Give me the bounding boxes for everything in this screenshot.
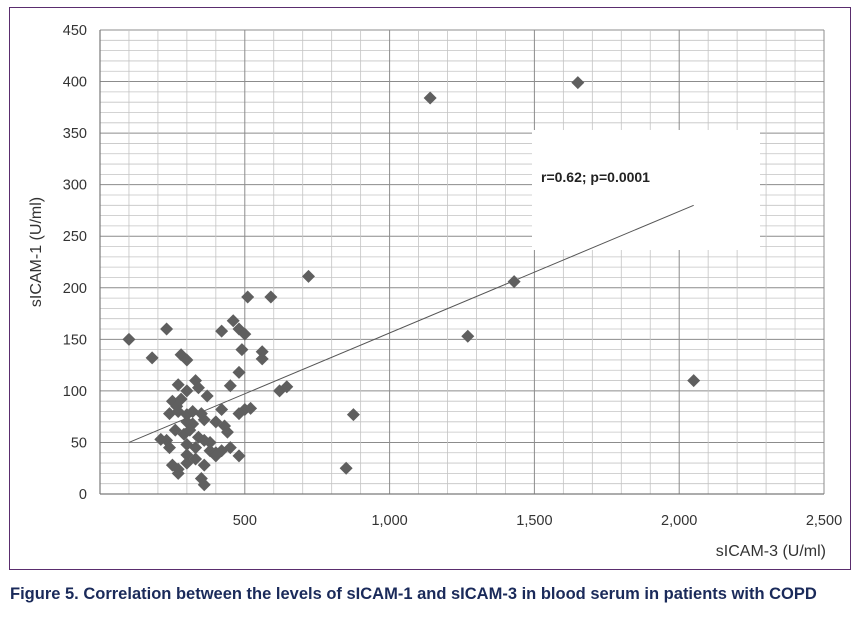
data-point xyxy=(215,402,229,416)
data-point xyxy=(244,401,258,415)
y-tick-label: 400 xyxy=(63,75,87,91)
data-point xyxy=(122,332,136,346)
data-point xyxy=(220,425,234,439)
figure-caption: Figure 5. Correlation between the levels… xyxy=(10,585,817,603)
x-tick-labels: 500 1,000 1,500 2,000 2,500 xyxy=(233,513,842,529)
data-point xyxy=(461,329,475,343)
data-point xyxy=(200,389,214,403)
grid xyxy=(99,29,825,495)
axes xyxy=(99,30,824,495)
data-point xyxy=(232,449,246,463)
scatter-chart: 0 50 100 150 200 250 300 350 400 450 500 1,000 1,50… xyxy=(28,23,842,560)
data-point xyxy=(180,353,194,367)
data-point xyxy=(203,435,217,449)
data-point xyxy=(255,352,269,366)
data-point xyxy=(160,322,174,336)
annotation-background xyxy=(532,130,760,250)
data-point xyxy=(255,345,269,359)
y-tick-labels: 0 50 100 150 200 250 300 350 400 450 xyxy=(63,23,87,503)
data-point xyxy=(180,384,194,398)
y-tick-label: 350 xyxy=(63,126,87,142)
data-point xyxy=(238,327,252,341)
data-point xyxy=(197,413,211,427)
data-point xyxy=(180,456,194,470)
x-tick-label: 1,000 xyxy=(371,513,407,529)
data-points xyxy=(122,76,701,492)
data-point xyxy=(223,441,237,455)
x-tick-label: 2,000 xyxy=(661,513,697,529)
data-point xyxy=(197,478,211,492)
trend-line xyxy=(128,204,694,443)
data-point xyxy=(215,324,229,338)
x-axis-label: sICAM-3 (U/ml) xyxy=(716,543,826,560)
y-tick-label: 300 xyxy=(63,178,87,194)
data-point xyxy=(171,378,185,392)
y-tick-label: 50 xyxy=(71,435,87,451)
data-point xyxy=(145,351,159,365)
data-point xyxy=(163,441,177,455)
data-point xyxy=(171,466,185,480)
data-point xyxy=(571,76,585,90)
data-point xyxy=(191,381,205,395)
y-tick-label: 100 xyxy=(63,384,87,400)
y-tick-label: 200 xyxy=(63,281,87,297)
y-tick-label: 450 xyxy=(63,23,87,39)
data-point xyxy=(232,365,246,379)
x-tick-label: 2,500 xyxy=(806,513,842,529)
data-point xyxy=(183,423,197,437)
data-point xyxy=(189,441,203,455)
data-point xyxy=(226,314,240,328)
x-tick-label: 500 xyxy=(233,513,257,529)
data-point xyxy=(339,461,353,475)
data-point xyxy=(507,275,521,289)
data-point xyxy=(302,269,316,283)
annotation-text: r=0.62; p=0.0001 xyxy=(541,169,650,185)
data-point xyxy=(209,449,223,463)
data-point xyxy=(174,392,188,406)
x-tick-label: 1,500 xyxy=(516,513,552,529)
y-tick-label: 250 xyxy=(63,229,87,245)
data-point xyxy=(687,374,701,388)
y-tick-label: 150 xyxy=(63,332,87,348)
data-point xyxy=(232,407,246,421)
data-point xyxy=(280,380,294,394)
data-point xyxy=(423,91,437,105)
y-tick-label: 0 xyxy=(79,487,87,503)
data-point xyxy=(223,379,237,393)
data-point xyxy=(264,290,278,304)
data-point xyxy=(163,407,177,421)
data-point xyxy=(154,432,168,446)
data-point xyxy=(197,458,211,472)
data-point xyxy=(186,405,200,419)
data-point xyxy=(346,408,360,422)
y-axis-label: sICAM-1 (U/ml) xyxy=(28,197,45,307)
data-point xyxy=(235,343,249,357)
data-point xyxy=(241,290,255,304)
